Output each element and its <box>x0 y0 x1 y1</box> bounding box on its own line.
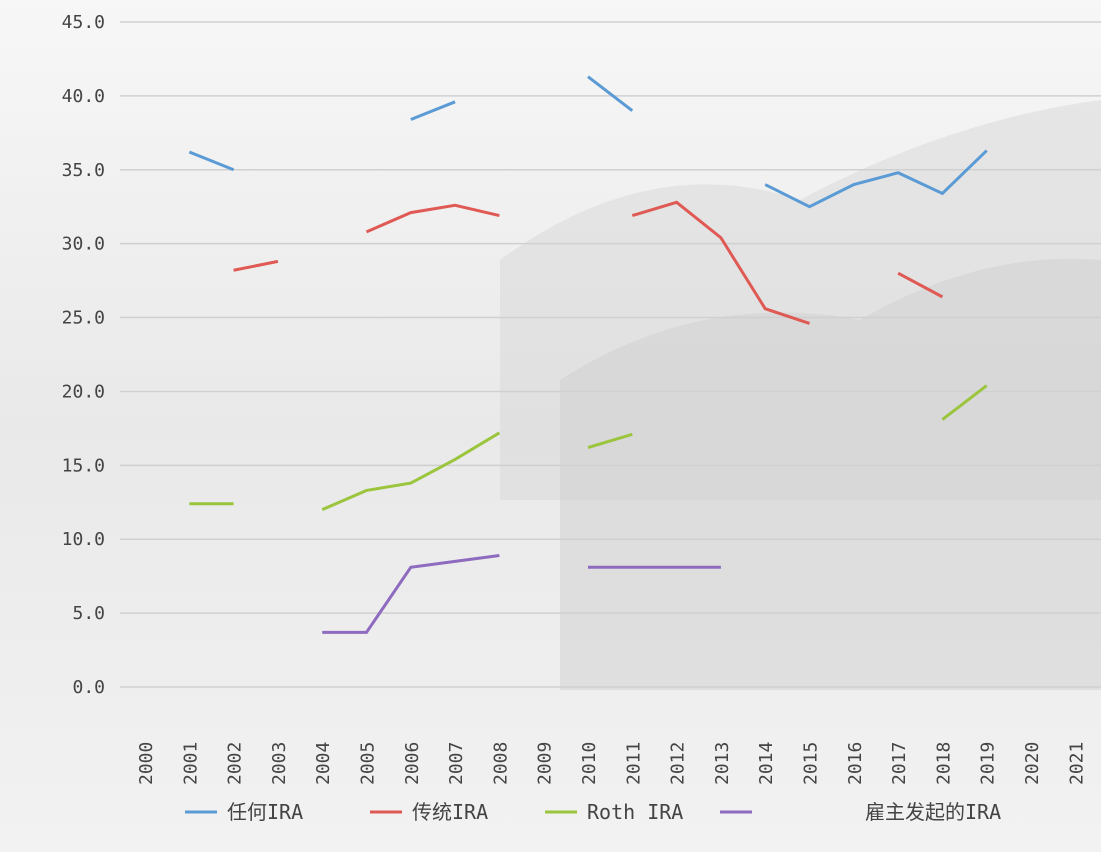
legend-label: 传统IRA <box>412 800 488 824</box>
y-tick-label: 10.0 <box>62 529 105 550</box>
x-tick-label: 2015 <box>801 742 822 785</box>
x-tick-label: 2016 <box>845 742 866 785</box>
x-tick-label: 2019 <box>978 742 999 785</box>
x-tick-label: 2006 <box>402 742 423 785</box>
x-tick-label: 2021 <box>1066 742 1087 785</box>
x-tick-label: 2003 <box>269 742 290 785</box>
y-tick-label: 0.0 <box>72 677 105 698</box>
x-tick-label: 2004 <box>313 742 334 785</box>
y-tick-label: 20.0 <box>62 381 105 402</box>
series-line <box>322 553 721 634</box>
x-tick-label: 2002 <box>225 742 246 785</box>
x-tick-label: 2000 <box>136 742 157 785</box>
y-tick-label: 5.0 <box>72 603 105 624</box>
y-tick-label: 25.0 <box>62 308 105 329</box>
series-line <box>233 200 944 325</box>
x-tick-label: 2009 <box>535 742 556 785</box>
series-line <box>189 384 988 512</box>
y-tick-label: 45.0 <box>62 12 105 33</box>
x-tick-label: 2012 <box>668 742 689 785</box>
legend-label: Roth IRA <box>587 800 683 824</box>
y-tick-label: 30.0 <box>62 234 105 255</box>
x-tick-label: 2010 <box>579 742 600 785</box>
x-tick-label: 2020 <box>1022 742 1043 785</box>
x-tick-label: 2018 <box>933 742 954 785</box>
x-tick-label: 2007 <box>446 742 467 785</box>
x-tick-label: 2013 <box>712 742 733 785</box>
series-line <box>188 75 988 209</box>
legend-label: 雇主发起的IRA <box>865 800 1001 824</box>
x-tick-label: 2017 <box>889 742 910 785</box>
x-tick-label: 2011 <box>623 742 644 785</box>
y-tick-label: 40.0 <box>62 86 105 107</box>
y-tick-label: 35.0 <box>62 160 105 181</box>
mountain-decor <box>560 258 1101 690</box>
x-tick-label: 2005 <box>358 742 379 785</box>
x-tick-label: 2001 <box>180 742 201 785</box>
x-tick-label: 2014 <box>756 742 777 785</box>
x-tick-label: 2008 <box>490 742 511 785</box>
legend-label: 任何IRA <box>227 800 303 824</box>
y-tick-label: 15.0 <box>62 455 105 476</box>
